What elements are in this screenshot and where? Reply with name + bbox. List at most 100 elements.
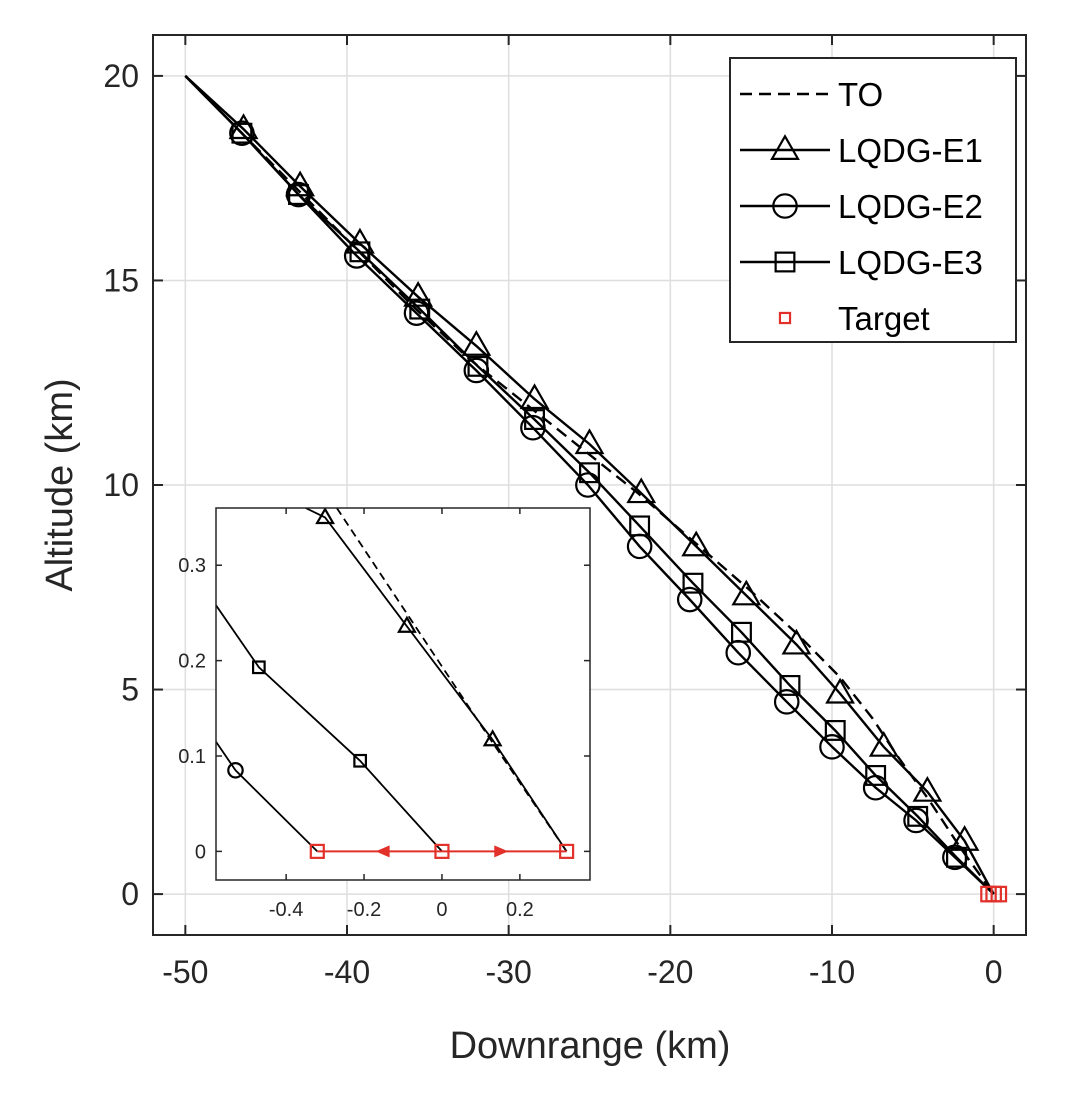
inset-x-tick-label: -0.2 (347, 899, 381, 921)
arrow-head (494, 845, 509, 858)
point-lqdg-e3 (682, 572, 704, 594)
point-lqdg-e2 (285, 181, 312, 208)
point-lqdg-e3 (907, 805, 929, 827)
legend-label: LQDG-E2 (838, 188, 983, 225)
inset-point-target (434, 843, 450, 859)
legend-entry-lqdg-e2: LQDG-E2 (740, 188, 983, 225)
x-tick-label: 0 (985, 954, 1003, 990)
y-tick-label: 10 (103, 467, 139, 503)
inset-x-tick-label: 0 (436, 899, 447, 921)
point-lqdg-e3 (629, 515, 651, 537)
main-tick-labels: -50 -40 -30 -20 -10 0 0 5 10 15 20 (103, 58, 1002, 990)
line-lqdg-e1 (184, 75, 995, 895)
inset-y-tick-label: 0.2 (178, 651, 206, 673)
inset-series-lqdg-e3 (216, 604, 443, 853)
legend-marker (772, 193, 798, 219)
point-lqdg-e3 (579, 462, 600, 484)
x-tick-label: -20 (647, 954, 693, 990)
inset-line-lqdg-e1 (305, 508, 568, 852)
point-lqdg-e1 (626, 477, 657, 504)
inset-markers-target (309, 843, 575, 859)
inset-point-lqdg-e2 (227, 762, 244, 779)
inset-point-target (309, 843, 325, 859)
point-lqdg-e2 (676, 586, 703, 613)
inset-tick-labels: -0.4 -0.2 0 0.2 0 0.1 0.2 0.3 (178, 555, 534, 921)
point-lqdg-e3 (946, 846, 967, 868)
point-lqdg-e1 (912, 775, 943, 802)
inset-ticks (216, 508, 590, 880)
point-lqdg-e1 (825, 677, 855, 704)
point-lqdg-e3 (865, 764, 887, 786)
inset-y-tick-label: 0.3 (178, 555, 206, 577)
legend-marker (770, 134, 800, 160)
inset-markers-lqdg-e3 (251, 660, 368, 768)
target-spacing-arrow (441, 845, 567, 858)
point-lqdg-e1 (519, 383, 550, 410)
target-spacing-arrow (317, 845, 442, 858)
point-lqdg-e1 (461, 330, 492, 356)
x-axis-title: Downrange (km) (450, 1025, 731, 1067)
point-lqdg-e2 (229, 120, 255, 146)
inset-point-lqdg-e3 (251, 660, 266, 675)
legend-box (729, 57, 1017, 343)
point-lqdg-e3 (731, 621, 752, 643)
line-lqdg-e3 (184, 75, 995, 895)
legend-label: LQDG-E1 (838, 132, 983, 169)
inset-point-lqdg-e1 (315, 508, 335, 525)
inset-line-lqdg-e2 (216, 741, 318, 853)
point-lqdg-e3 (231, 122, 253, 144)
legend-entry-lqdg-e3: LQDG-E3 (740, 244, 983, 281)
main-ticks (153, 35, 1026, 935)
point-lqdg-e1 (731, 579, 762, 606)
legend-label: LQDG-E3 (838, 244, 983, 281)
line-lqdg-e2 (184, 75, 995, 895)
point-lqdg-e3 (779, 674, 801, 696)
legend: TO LQDG-E1 LQDG-E2 LQDG-E3 Target (729, 57, 1017, 343)
point-target (990, 885, 1008, 903)
point-lqdg-e3 (467, 355, 489, 377)
y-tick-label: 0 (121, 876, 139, 912)
inset-point-lqdg-e3 (353, 753, 368, 768)
legend-entry-lqdg-e1: LQDG-E1 (740, 132, 983, 169)
series-lqdg-e3 (184, 75, 995, 895)
inset-point-lqdg-e1 (396, 615, 417, 633)
inset-y-tick-label: 0.1 (178, 746, 206, 768)
point-lqdg-e3 (288, 184, 309, 206)
point-lqdg-e3 (409, 298, 431, 320)
y-tick-label: 15 (103, 262, 139, 298)
point-lqdg-e3 (349, 241, 371, 263)
x-tick-label: -30 (486, 954, 532, 990)
main-series (184, 75, 1008, 903)
point-lqdg-e1 (574, 428, 605, 455)
point-lqdg-e1 (781, 628, 812, 655)
point-lqdg-e2 (773, 689, 800, 715)
inset-x-tick-label: -0.4 (269, 899, 303, 921)
inset-series-lqdg-e2 (216, 741, 318, 853)
y-axis-title: Altitude (km) (39, 378, 81, 591)
inset-x-tick-label: 0.2 (506, 899, 534, 921)
legend-marker (778, 311, 792, 325)
point-lqdg-e3 (824, 719, 846, 741)
inset-axes-box (215, 507, 591, 881)
x-tick-label: -50 (162, 954, 208, 990)
point-lqdg-e2 (819, 734, 845, 760)
legend-marker (774, 251, 796, 273)
point-lqdg-e1 (403, 280, 434, 307)
x-tick-label: -10 (809, 954, 855, 990)
series-target (980, 885, 1008, 903)
point-lqdg-e1 (868, 730, 899, 757)
legend-label: Target (838, 300, 930, 337)
y-tick-label: 20 (103, 58, 139, 94)
legend-entry-target: Target (778, 300, 930, 337)
legend-label: TO (838, 76, 883, 113)
inset-series-lqdg-e1 (305, 508, 568, 852)
inset-line-lqdg-e3 (216, 604, 443, 853)
legend-entry-to: TO (740, 76, 883, 113)
y-tick-label: 5 (121, 672, 139, 708)
inset-series (216, 508, 575, 859)
inset-point-target (559, 843, 575, 859)
inset-markers-lqdg-e2 (227, 762, 244, 779)
inset-point-lqdg-e1 (482, 729, 503, 747)
inset-background (216, 508, 590, 880)
